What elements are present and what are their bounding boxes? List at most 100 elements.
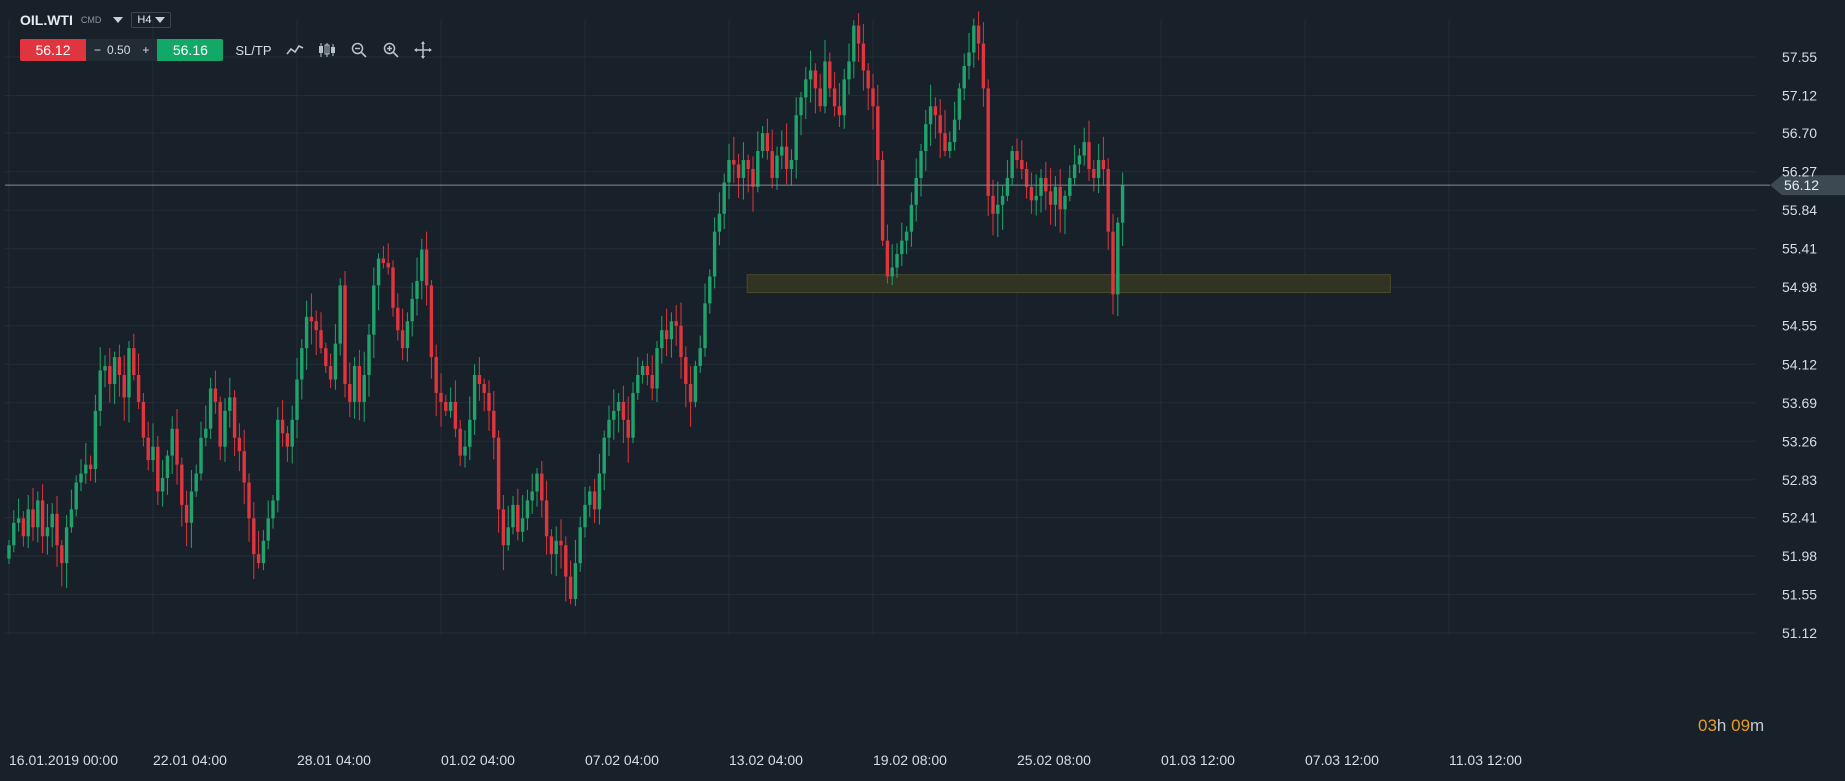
symbol-dropdown-icon[interactable] — [113, 17, 124, 23]
sell-button[interactable]: 56.12 — [20, 39, 86, 61]
volume-value[interactable]: 0.50 — [107, 43, 131, 57]
candle-68 — [333, 323, 338, 390]
candle-108 — [525, 489, 530, 531]
candle-37 — [184, 490, 189, 547]
countdown-hours: 03 — [1698, 716, 1717, 735]
candle-body-31 — [156, 446, 160, 492]
x-tick-label-7: 25.02 08:00 — [1017, 752, 1091, 768]
candle-body-96 — [468, 419, 472, 447]
minus-button[interactable]: − — [94, 43, 102, 57]
plus-button[interactable]: + — [142, 43, 150, 57]
candle-93 — [453, 380, 458, 438]
volume-stepper[interactable]: − 0.50 + — [86, 39, 158, 61]
last-price-flag — [1770, 175, 1845, 196]
price-axis: 57.55 57.12 56.70 56.27 55.84 55.41 54.98 54.55… — [1782, 49, 1817, 641]
candle-body-205 — [991, 195, 995, 214]
candle-127 — [616, 392, 621, 433]
candle-125 — [607, 405, 611, 457]
candle-182 — [880, 151, 885, 247]
candle-body-114 — [554, 540, 558, 555]
candle-body-226 — [1092, 168, 1096, 178]
candle-212 — [1024, 161, 1029, 199]
candle-body-154 — [746, 160, 750, 169]
countdown-minutes-unit: m — [1750, 716, 1765, 735]
zoom-out-icon[interactable] — [350, 41, 368, 59]
y-tick-label-11: 52.83 — [1782, 472, 1817, 488]
candle-body-166 — [804, 79, 808, 98]
candle-147 — [712, 217, 717, 289]
candle-body-208 — [1005, 177, 1010, 196]
candle-200 — [967, 32, 971, 80]
line-chart-icon[interactable] — [285, 41, 304, 59]
candle-123 — [597, 453, 602, 525]
candle-body-198 — [957, 88, 962, 120]
candle-95 — [463, 430, 467, 468]
candle-16 — [84, 443, 88, 484]
x-tick-label-0: 16.01.2019 00:00 — [9, 752, 118, 768]
candle-body-67 — [328, 366, 333, 380]
candle-body-222 — [1072, 164, 1077, 178]
candle-80 — [391, 260, 395, 317]
candle-body-44 — [218, 401, 222, 447]
candle-211 — [1020, 140, 1024, 180]
candle-body-56 — [276, 419, 280, 501]
candle-103 — [501, 495, 506, 571]
candle-body-92 — [448, 401, 453, 411]
candle-83 — [405, 312, 410, 362]
timeframe-select[interactable]: H4 — [131, 12, 172, 28]
crosshair-icon[interactable] — [413, 41, 432, 59]
candle-232 — [1120, 172, 1125, 247]
candle-body-201 — [972, 25, 976, 53]
candle-body-18 — [93, 410, 98, 470]
candle-body-121 — [588, 491, 592, 505]
candle-216 — [1044, 161, 1048, 210]
candle-body-174 — [842, 79, 846, 116]
candle-body-88 — [429, 285, 434, 358]
candles-icon[interactable] — [318, 41, 336, 59]
candle-10 — [55, 495, 59, 567]
candle-74 — [362, 351, 366, 422]
candle-59 — [290, 405, 294, 464]
candle-body-164 — [794, 115, 798, 161]
candle-188 — [909, 192, 914, 247]
candle-81 — [396, 293, 400, 341]
candle-body-228 — [1101, 160, 1106, 169]
symbol-label[interactable]: OIL.WTI — [20, 12, 73, 28]
candle-body-62 — [304, 316, 309, 349]
candle-100 — [487, 380, 491, 431]
y-tick-label-2: 56.70 — [1782, 125, 1817, 141]
candle-82 — [400, 308, 405, 361]
candle-body-168 — [813, 70, 818, 89]
candle-body-148 — [717, 213, 722, 232]
candle-202 — [976, 11, 981, 61]
sltp-button[interactable]: SL/TP — [235, 42, 272, 58]
candle-body-180 — [871, 88, 875, 107]
candle-body-144 — [698, 348, 702, 367]
candle-218 — [1053, 176, 1058, 227]
candle-body-101 — [492, 410, 496, 438]
candle-169 — [818, 74, 822, 112]
candle-body-72 — [352, 366, 357, 402]
candle-body-11 — [60, 545, 64, 564]
candle-body-94 — [458, 428, 462, 456]
candle-body-115 — [559, 540, 563, 546]
candle-body-183 — [885, 240, 890, 277]
candle-221 — [1068, 165, 1072, 202]
candle-body-190 — [919, 151, 923, 178]
candle-body-191 — [924, 124, 928, 152]
buy-button[interactable]: 56.16 — [157, 39, 224, 61]
y-tick-label-12: 52.41 — [1782, 509, 1817, 525]
candle-111 — [540, 461, 544, 518]
candle-body-55 — [271, 500, 275, 519]
candle-body-231 — [1116, 222, 1120, 295]
candle-body-32 — [160, 478, 165, 492]
candle-body-189 — [914, 177, 918, 205]
candle-body-35 — [175, 428, 179, 465]
y-tick-label-14: 51.55 — [1782, 586, 1817, 602]
candle-body-30 — [151, 446, 155, 461]
x-tick-label-9: 07.03 12:00 — [1305, 752, 1379, 768]
zoom-in-icon[interactable] — [382, 41, 400, 59]
candle-body-214 — [1034, 195, 1038, 201]
last-price-label: 56.12 — [1784, 177, 1819, 193]
